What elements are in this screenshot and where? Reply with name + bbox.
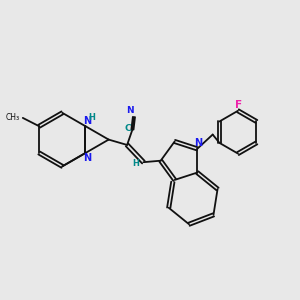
Text: N: N: [194, 139, 202, 148]
Text: N: N: [83, 153, 92, 163]
Text: H: H: [133, 159, 140, 168]
Text: N: N: [83, 116, 92, 126]
Text: C: C: [124, 124, 131, 133]
Text: F: F: [235, 100, 242, 110]
Text: CH₃: CH₃: [6, 113, 20, 122]
Text: N: N: [127, 106, 134, 115]
Text: H: H: [88, 113, 95, 122]
